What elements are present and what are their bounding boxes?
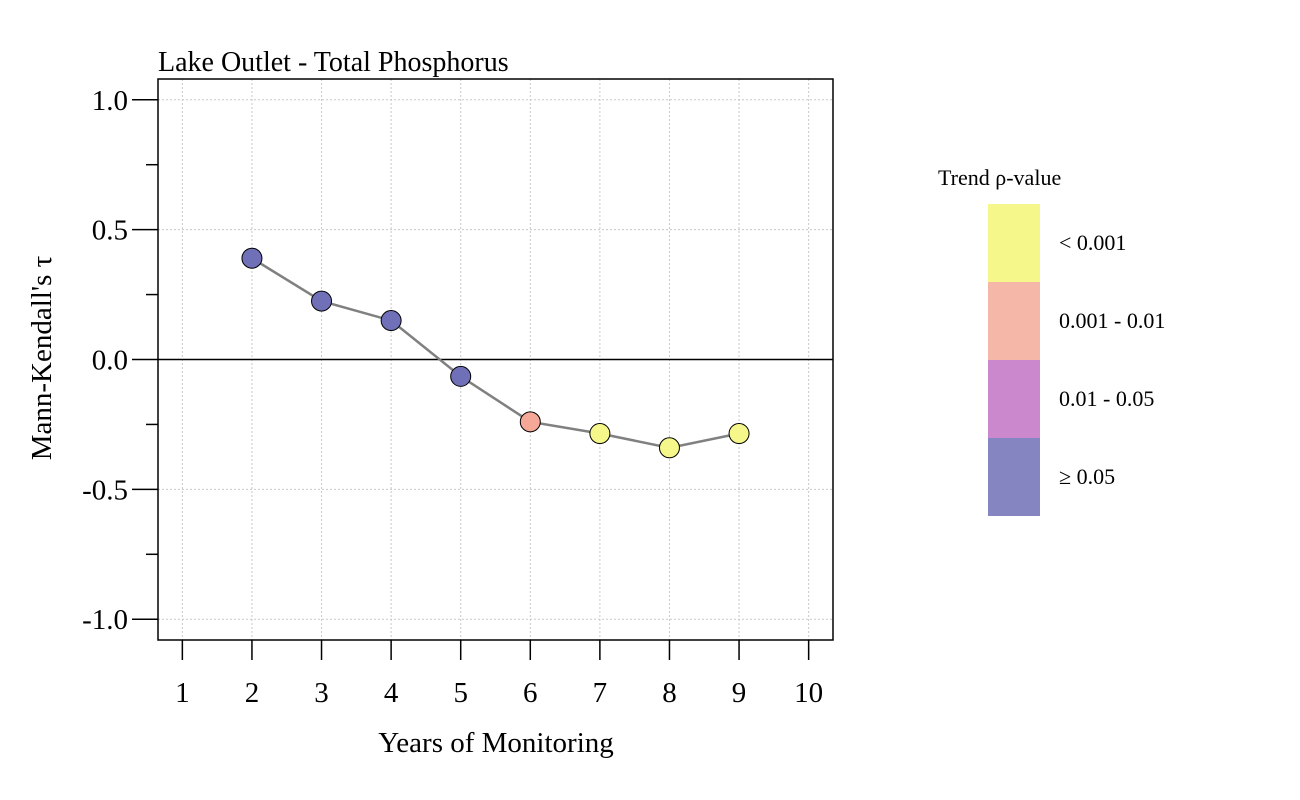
legend: Trend ρ-value < 0.001 0.001 - 0.01 0.01 - …: [938, 165, 1165, 516]
x-tick-label: 3: [314, 677, 329, 709]
data-point: [311, 290, 333, 312]
legend-label: ≥ 0.05: [1059, 464, 1115, 489]
series-line: [251, 257, 740, 450]
legend-label: 0.001 - 0.01: [1059, 308, 1165, 333]
x-tick-label: 6: [523, 677, 538, 709]
x-tick-label: 5: [453, 677, 468, 709]
legend-swatch: [988, 204, 1040, 282]
legend-label: 0.01 - 0.05: [1059, 386, 1154, 411]
data-point: [380, 310, 402, 332]
chart-title: Lake Outlet - Total Phosphorus: [158, 47, 509, 78]
legend-swatch: [988, 438, 1040, 516]
data-point: [241, 247, 263, 269]
y-tick-label: -1.0: [82, 604, 128, 636]
data-point: [589, 423, 611, 445]
data-point: [658, 437, 680, 459]
data-point: [519, 411, 541, 433]
points-group: [241, 247, 750, 459]
x-tick-label: 8: [662, 677, 677, 709]
legend-swatch: [988, 282, 1040, 360]
x-tick-label: 10: [794, 677, 823, 709]
y-tick-label: 1.0: [92, 85, 128, 117]
x-tick-label: 1: [175, 677, 190, 709]
y-tick-label: 0.5: [92, 215, 128, 247]
legend-swatch: [988, 360, 1040, 438]
legend-label: < 0.001: [1059, 230, 1126, 255]
x-tick-label: 4: [384, 677, 399, 709]
y-axis: 1.0 0.5 0.0 -0.5 -1.0: [82, 85, 158, 636]
x-tick-label: 7: [593, 677, 608, 709]
x-tick-label: 9: [732, 677, 747, 709]
data-point: [728, 423, 750, 445]
series-line-group: [251, 257, 740, 450]
x-axis: 1 2 3 4 5 6 7 8 9 10: [175, 640, 823, 709]
legend-title: Trend ρ-value: [938, 165, 1061, 190]
x-axis-label: Years of Monitoring: [378, 727, 614, 759]
y-tick-label: 0.0: [92, 345, 128, 377]
y-tick-label: -0.5: [82, 474, 128, 506]
data-point: [450, 365, 472, 387]
y-axis-label: Mann-Kendall's τ: [26, 255, 58, 460]
x-tick-label: 2: [245, 677, 260, 709]
